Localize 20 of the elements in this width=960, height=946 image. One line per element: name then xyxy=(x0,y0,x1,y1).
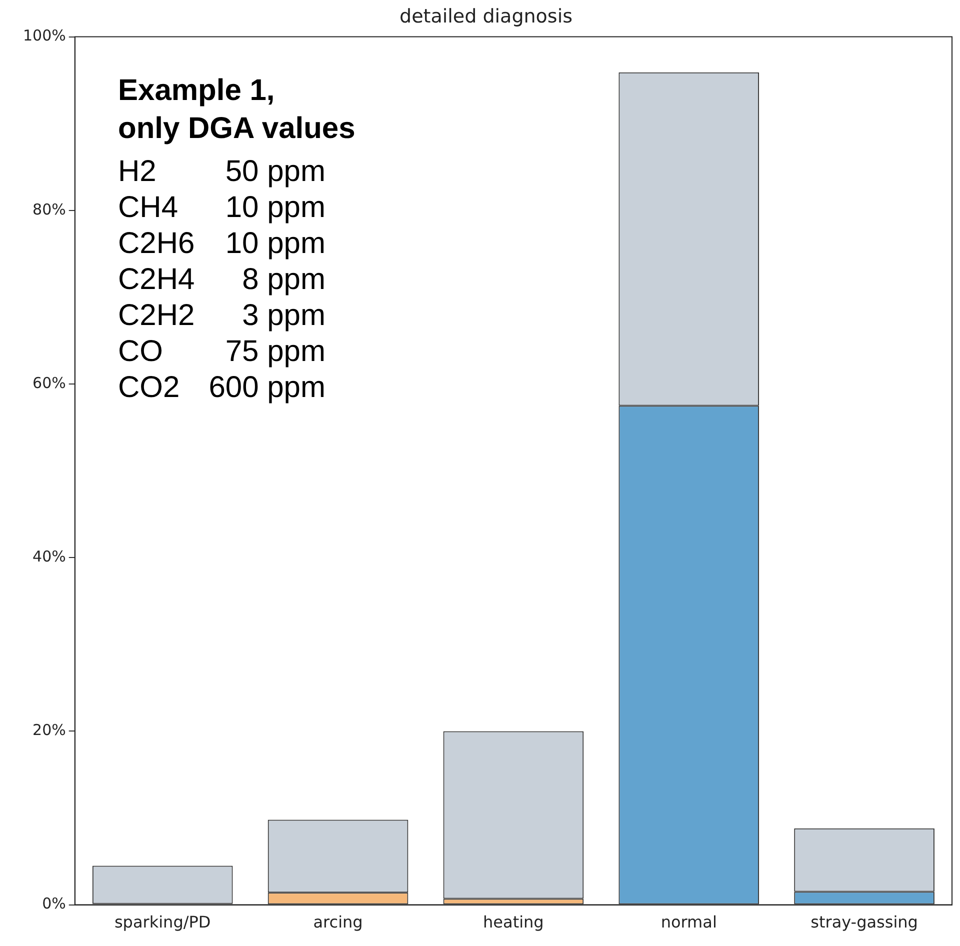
x-tick-label: sparking/PD xyxy=(114,912,211,932)
text: CH4 10 ppm xyxy=(118,191,326,224)
text: CO 75 ppm xyxy=(118,335,326,368)
text: C2H2 3 ppm xyxy=(118,299,326,332)
y-tick-label: 20% xyxy=(32,721,66,740)
text: H2 50 ppm xyxy=(118,155,326,188)
annotation: CO2 600 ppm xyxy=(118,370,326,406)
annotation: Example 1, only DGA values xyxy=(118,73,356,147)
x-tick-label: heating xyxy=(483,912,544,932)
x-tick-label: arcing xyxy=(313,912,363,932)
x-tick-label: normal xyxy=(660,912,717,932)
text: C2H4 8 ppm xyxy=(118,263,326,296)
chart-title: detailed diagnosis xyxy=(400,5,572,28)
y-tick-label: 100% xyxy=(22,26,66,45)
y-tick-label: 0% xyxy=(42,894,66,913)
annotation: C2H6 10 ppm xyxy=(118,226,326,262)
y-tick-label: 40% xyxy=(32,547,66,566)
y-tick-label: 60% xyxy=(32,374,66,392)
x-tick-label: stray-gassing xyxy=(810,912,918,932)
y-tick-label: 80% xyxy=(32,200,66,218)
